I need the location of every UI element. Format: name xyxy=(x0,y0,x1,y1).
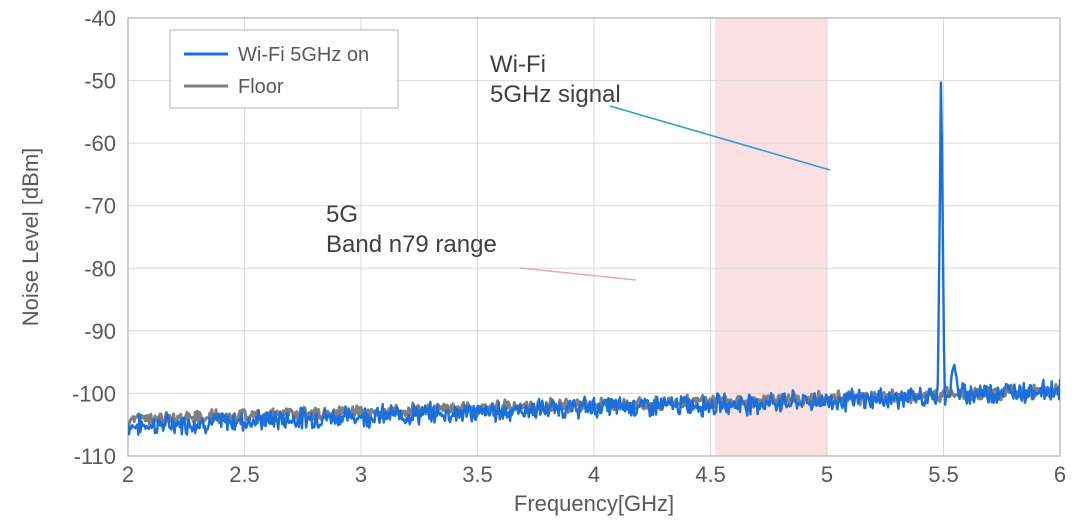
legend-label-floor: Floor xyxy=(238,76,284,98)
y-tick-label: -110 xyxy=(74,444,116,469)
noise-spectrum-chart: 2 2.5 3 3.5 4 4.5 5 5.5 6 -110 -100 -90 -80 -70 -60 -50… xyxy=(0,0,1080,526)
x-tick-label: 4 xyxy=(588,462,600,487)
x-axis-label: Frequency[GHz] xyxy=(514,491,674,516)
band-n79-highlight xyxy=(715,18,827,456)
x-tick-label: 5.5 xyxy=(928,462,959,487)
x-tick-label: 2 xyxy=(122,462,134,487)
legend-box xyxy=(170,30,398,108)
annotation-band-n79-line0: 5G xyxy=(326,201,358,228)
y-tick-label: -60 xyxy=(84,131,116,156)
x-tick-label: 6 xyxy=(1054,462,1066,487)
annotation-wifi-signal-line1: 5GHz signal xyxy=(490,81,621,108)
annotation-band-n79-leader xyxy=(520,268,636,280)
y-axis-label-group: Noise Level [dBm] xyxy=(18,148,43,327)
y-tick-label: -80 xyxy=(84,256,116,281)
x-tick-label: 5 xyxy=(821,462,833,487)
y-tick-label: -100 xyxy=(72,381,116,406)
x-tick-label: 3.5 xyxy=(462,462,493,487)
y-tick-label: -70 xyxy=(84,194,116,219)
y-tick-label: -90 xyxy=(84,319,116,344)
annotation-wifi-signal-line0: Wi-Fi xyxy=(490,51,546,78)
x-tick-label: 2.5 xyxy=(229,462,260,487)
x-tick-label: 3 xyxy=(355,462,367,487)
y-tick-label: -40 xyxy=(84,6,116,31)
x-tick-label: 4.5 xyxy=(695,462,726,487)
legend-label-wifi: Wi-Fi 5GHz on xyxy=(238,44,369,66)
y-axis-label: Noise Level [dBm] xyxy=(18,148,43,327)
annotation-band-n79-line1: Band n79 range xyxy=(326,231,497,258)
chart-svg: 2 2.5 3 3.5 4 4.5 5 5.5 6 -110 -100 -90 -80 -70 -60 -50… xyxy=(0,0,1080,526)
y-tick-label: -50 xyxy=(84,69,116,94)
